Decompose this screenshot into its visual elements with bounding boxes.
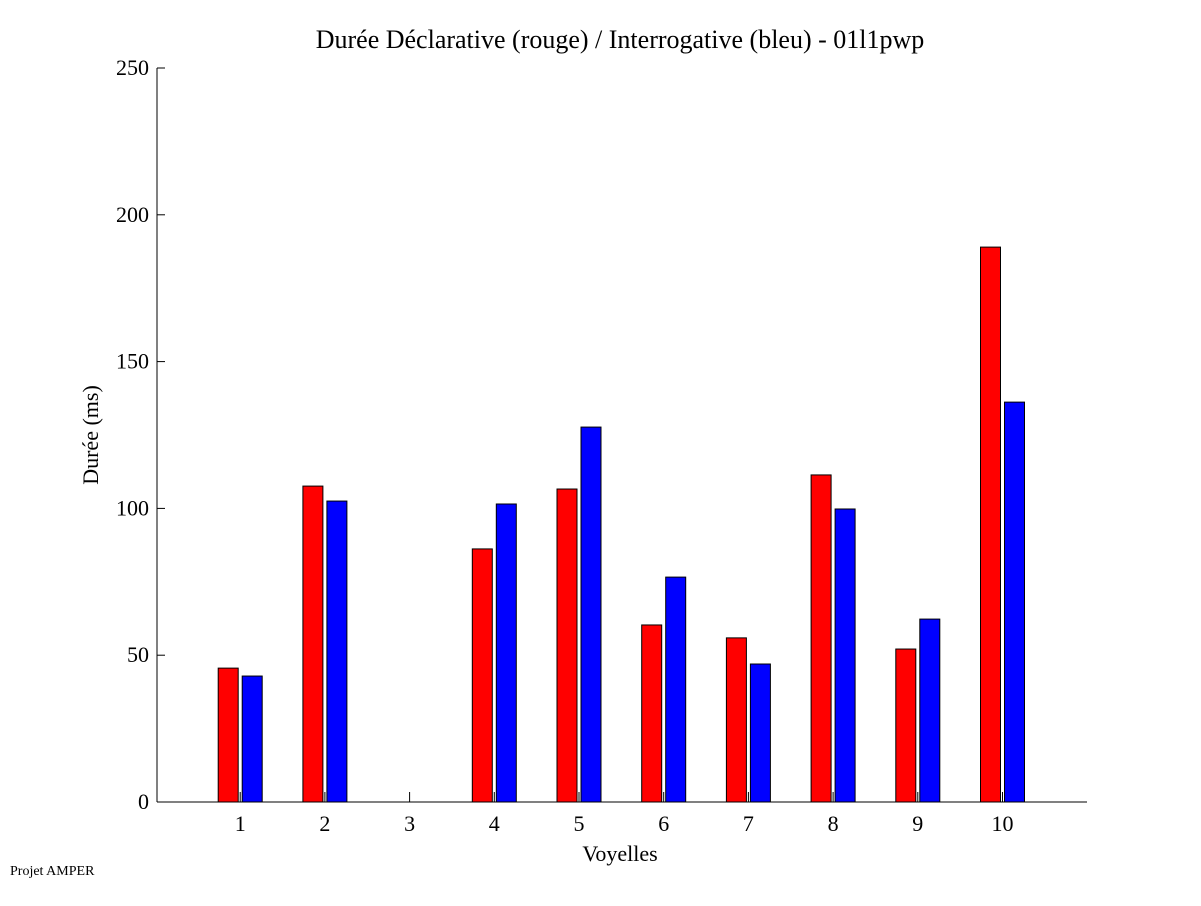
chart-title: Durée Déclarative (rouge) / Interrogativ… xyxy=(316,25,925,54)
bar-declarative xyxy=(641,624,663,803)
y-tick-label: 200 xyxy=(116,202,149,227)
x-axis-label: Voyelles xyxy=(582,841,657,866)
x-tick-label: 5 xyxy=(574,811,585,836)
x-tick-label: 4 xyxy=(489,811,500,836)
bar-interrogative xyxy=(241,675,263,803)
footer-credit: Projet AMPER xyxy=(10,864,95,879)
y-tick-label: 0 xyxy=(138,789,149,814)
bar-declarative xyxy=(980,246,1001,803)
bar-declarative xyxy=(725,637,747,803)
x-tick-label: 2 xyxy=(319,811,330,836)
y-tick-label: 100 xyxy=(116,495,149,520)
y-tick-label: 250 xyxy=(116,55,149,80)
bar-declarative xyxy=(217,667,239,803)
bar-declarative xyxy=(810,474,832,803)
bar-interrogative xyxy=(326,500,348,803)
bar-interrogative xyxy=(834,508,856,803)
bar-interrogative xyxy=(919,618,941,803)
y-axis-label: Durée (ms) xyxy=(78,385,103,485)
bar-declarative xyxy=(895,648,917,803)
x-tick-label: 9 xyxy=(912,811,923,836)
x-tick-label: 1 xyxy=(235,811,246,836)
x-tick-label: 10 xyxy=(992,811,1014,836)
y-tick-label: 150 xyxy=(116,349,149,374)
bar-interrogative xyxy=(665,576,687,803)
x-tick-label: 7 xyxy=(743,811,754,836)
y-tick-label: 50 xyxy=(127,642,149,667)
bar-declarative xyxy=(471,548,493,803)
bar-interrogative xyxy=(749,663,771,803)
bar-declarative xyxy=(556,488,578,803)
x-tick-label: 3 xyxy=(404,811,415,836)
bar-declarative xyxy=(302,485,324,803)
x-tick-label: 6 xyxy=(658,811,669,836)
bar-interrogative xyxy=(1004,401,1025,803)
x-tick-label: 8 xyxy=(828,811,839,836)
bar-interrogative xyxy=(580,426,602,803)
bar-interrogative xyxy=(495,503,517,803)
